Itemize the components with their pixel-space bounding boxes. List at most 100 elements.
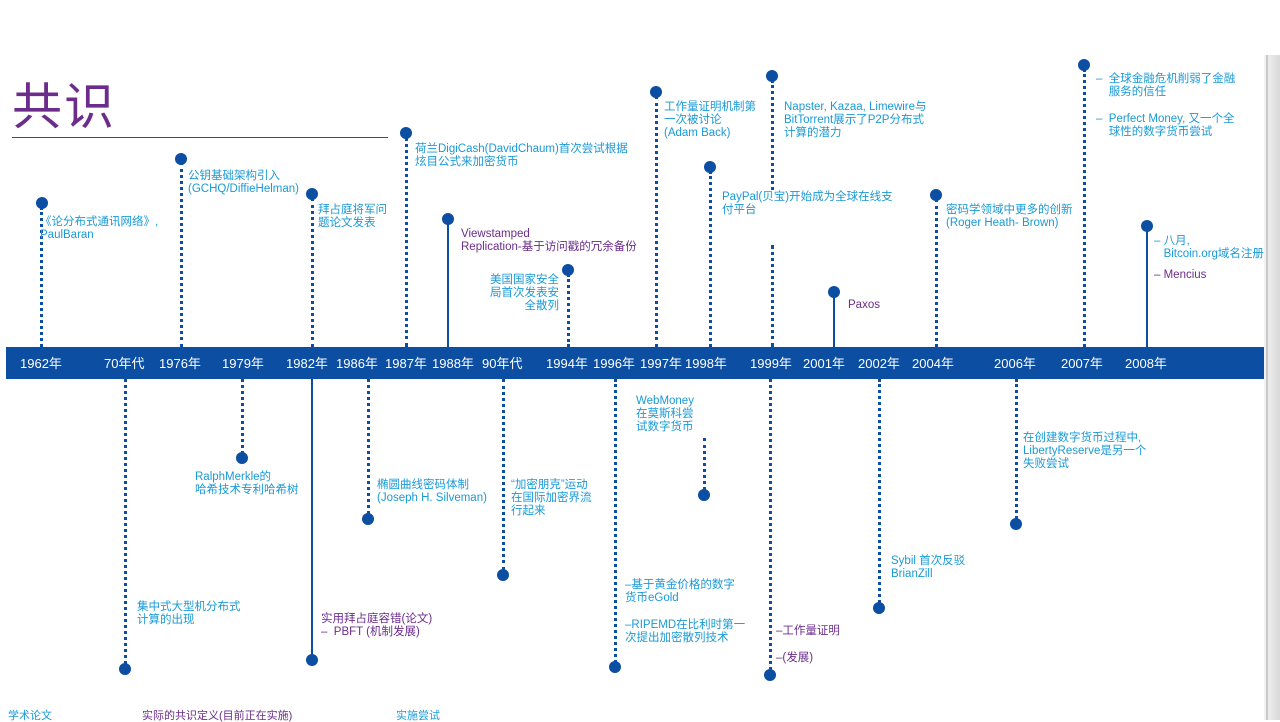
marker-dot	[764, 669, 776, 681]
marker-dot	[562, 264, 574, 276]
year-label: 1988年	[432, 356, 474, 371]
marker-dot	[119, 663, 131, 675]
marker-stem	[447, 224, 449, 347]
marker-stem	[703, 438, 706, 490]
year-label: 1998年	[685, 356, 727, 371]
event-pow-development: –(发展)	[776, 652, 814, 664]
year-label: 1997年	[640, 356, 682, 371]
marker-stem	[502, 379, 505, 570]
marker-dot	[609, 661, 621, 673]
marker-stem	[1146, 230, 1148, 347]
page-edge-shadow	[1264, 55, 1280, 720]
marker-dot	[362, 513, 374, 525]
year-label: 2004年	[912, 356, 954, 371]
event-p2p: Napster, Kazaa, Limewire与 BitTorrent展示了P…	[784, 101, 927, 139]
marker-dot	[306, 654, 318, 666]
event-crypto-innovation: 密码学领域中更多的创新 (Roger Heath- Brown)	[946, 204, 1073, 229]
page-edge	[1266, 55, 1268, 720]
year-label: 1982年	[286, 356, 328, 371]
event-baran: 《论分布式通讯网络》, PaulBaran	[40, 216, 159, 241]
marker-stem	[1015, 379, 1018, 519]
event-pow-first: 工作量证明机制第 一次被讨论 (Adam Back)	[664, 101, 756, 139]
marker-stem	[367, 379, 370, 514]
event-pki: 公钥基础架构引入 (GCHQ/DiffieHelman)	[188, 170, 299, 195]
marker-stem	[833, 297, 835, 347]
event-paypal: PayPal(贝宝)开始成为全球在线支 付平台	[722, 191, 893, 216]
year-label: 1979年	[222, 356, 264, 371]
year-label: 1996年	[593, 356, 635, 371]
marker-stem	[878, 379, 881, 603]
marker-dot	[766, 70, 778, 82]
legend-consensus-definition: 实际的共识定义(目前正在实施)	[142, 710, 293, 722]
marker-dot	[1141, 220, 1153, 232]
event-viewstamped: Viewstamped Replication-基于访问戳的冗余备份	[461, 228, 637, 253]
marker-dot	[828, 286, 840, 298]
event-mencius: – Mencius	[1154, 269, 1207, 281]
event-nsa: 美国国家安全 局首次发表安 全散列	[490, 274, 559, 312]
year-label: 2006年	[994, 356, 1036, 371]
marker-stem	[311, 198, 314, 347]
marker-stem	[614, 379, 617, 663]
marker-stem	[655, 96, 658, 347]
marker-dot	[175, 153, 187, 165]
marker-dot	[930, 189, 942, 201]
event-sybil: Sybil 首次反驳 BrianZill	[891, 555, 966, 580]
event-merkle: RalphMerkle的 哈希技术专利哈希树	[195, 471, 299, 496]
timeline-bar	[6, 347, 1270, 379]
marker-dot	[400, 127, 412, 139]
marker-dot	[650, 86, 662, 98]
marker-dot	[497, 569, 509, 581]
year-label: 2008年	[1125, 356, 1167, 371]
event-financial-crisis: – 全球金融危机削弱了金融 服务的信任	[1096, 73, 1236, 98]
event-pbft: 实用拜占庭容错(论文) – PBFT (机制发展)	[321, 613, 433, 638]
marker-stem	[771, 245, 774, 347]
year-label: 1999年	[750, 356, 792, 371]
year-label: 70年代	[104, 356, 145, 371]
year-label: 1987年	[385, 356, 427, 371]
event-digicash: 荷兰DigiCash(DavidChaum)首次尝试根据 炫目公式来加密货币	[415, 143, 628, 168]
marker-stem	[241, 379, 244, 454]
marker-dot	[873, 602, 885, 614]
event-bitcoin-domain: – 八月, Bitcoin.org域名注册	[1154, 235, 1264, 260]
event-ecc: 椭圆曲线密码体制 (Joseph H. Silveman)	[377, 479, 487, 504]
year-label: 1986年	[336, 356, 378, 371]
marker-stem	[771, 80, 774, 190]
event-perfect-money: – Perfect Money, 又一个全 球性的数字货币尝试	[1096, 113, 1235, 138]
event-mainframe: 集中式大型机分布式 计算的出现	[137, 601, 241, 626]
marker-stem	[935, 199, 938, 347]
marker-dot	[1010, 518, 1022, 530]
marker-stem	[180, 162, 183, 347]
event-webmoney: WebMoney 在莫斯科尝 试数字货币	[636, 395, 694, 433]
event-egold: –基于黄金价格的数字 货币eGold	[625, 579, 735, 604]
marker-stem	[769, 379, 772, 670]
marker-stem	[40, 207, 43, 347]
event-ripemd: –RIPEMD在比利时第一 次提出加密散列技术	[625, 619, 746, 644]
marker-dot	[306, 188, 318, 200]
marker-stem	[1083, 69, 1086, 347]
marker-dot	[704, 161, 716, 173]
year-label: 2007年	[1061, 356, 1103, 371]
marker-dot	[698, 489, 710, 501]
event-pow-proof: –工作量证明	[776, 625, 840, 637]
year-label: 2001年	[803, 356, 845, 371]
marker-dot	[36, 197, 48, 209]
year-label: 1976年	[159, 356, 201, 371]
marker-dot	[236, 452, 248, 464]
event-cypherpunk: “加密朋克”运动 在国际加密界流 行起来	[511, 479, 592, 517]
marker-dot	[1078, 59, 1090, 71]
event-paxos: Paxos	[848, 299, 880, 311]
year-label: 90年代	[482, 356, 523, 371]
year-label: 2002年	[858, 356, 900, 371]
page-title: 共识	[12, 78, 116, 136]
marker-dot	[442, 213, 454, 225]
event-libertyreserve: 在创建数字货币过程中, LibertyReserve是另一个 失败尝试	[1023, 432, 1147, 470]
legend-implementation-attempts: 实施尝试	[396, 710, 440, 722]
marker-stem	[311, 379, 313, 657]
event-byzantine: 拜占庭将军问 题论文发表	[318, 204, 387, 229]
marker-stem	[709, 171, 712, 347]
marker-stem	[124, 379, 127, 664]
title-underline	[12, 137, 388, 138]
marker-stem	[405, 137, 408, 347]
legend-academic-papers: 学术论文	[8, 710, 52, 722]
marker-stem	[567, 274, 570, 347]
